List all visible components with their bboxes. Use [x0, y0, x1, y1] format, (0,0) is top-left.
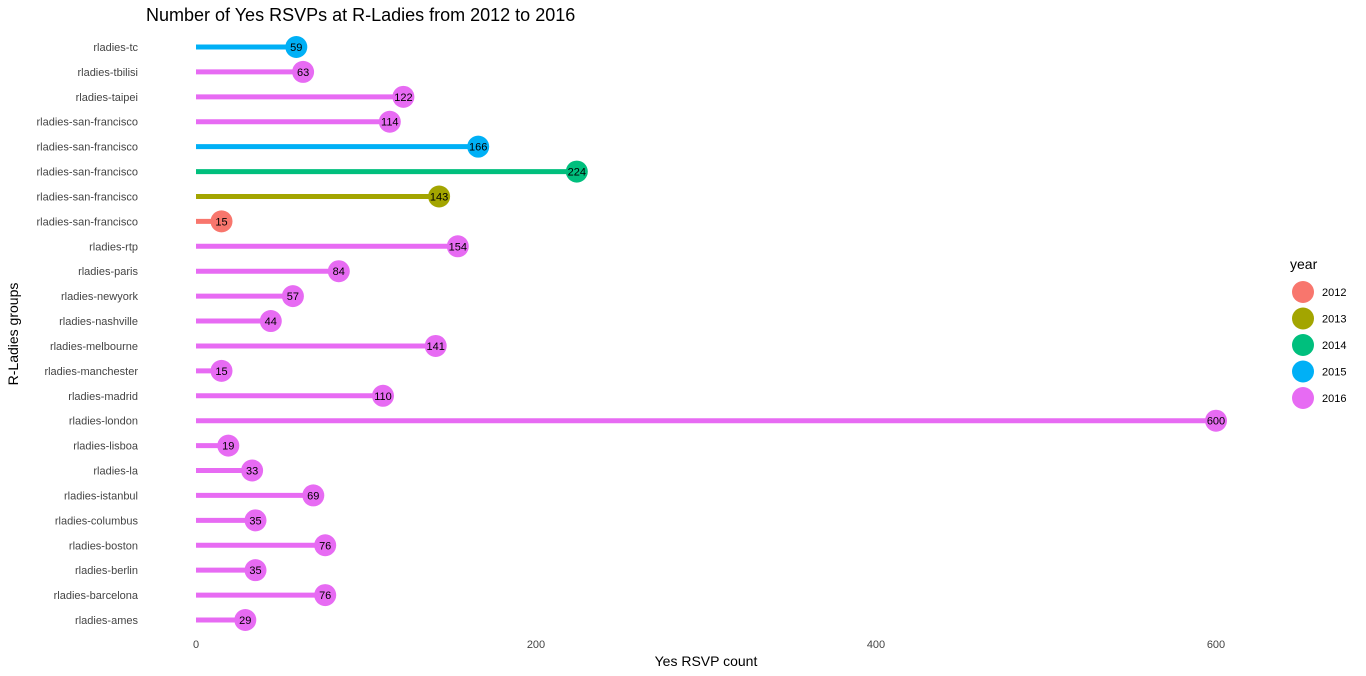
y-tick-label: rladies-paris: [78, 266, 138, 278]
y-tick-label: rladies-madrid: [68, 391, 138, 403]
legend-label: 2016: [1322, 393, 1346, 405]
y-tick-label: rladies-lisboa: [73, 441, 139, 453]
lollipop-head: [327, 260, 350, 283]
lollipop-head: [241, 459, 264, 482]
data-labels: 59 63 122 114 166 224 143 15 154 84 57 44 141 15 110 60…: [215, 42, 1225, 627]
y-tick-label: rladies-san-francisco: [37, 191, 138, 203]
y-tick-label: rladies-tbilisi: [77, 67, 138, 79]
y-tick-label: rladies-san-francisco: [37, 117, 138, 129]
y-tick-label: rladies-london: [69, 416, 138, 428]
y-tick-label: rladies-san-francisco: [37, 216, 138, 228]
lollipop-head: [565, 160, 588, 183]
x-axis-ticks: 0 200 400 600: [193, 639, 1225, 651]
y-tick-label: rladies-nashville: [59, 316, 138, 328]
x-tick-label: 0: [193, 639, 199, 651]
y-axis-ticks: rladies-tc rladies-tbilisi rladies-taipei r…: [37, 42, 139, 627]
data-label: 143: [430, 191, 448, 203]
data-label: 84: [333, 266, 345, 278]
lollipop-head: [392, 85, 415, 108]
x-tick-label: 200: [527, 639, 545, 651]
lollipop-head: [217, 434, 240, 457]
data-label: 224: [568, 167, 586, 179]
y-axis-title: R-Ladies groups: [5, 283, 21, 386]
y-tick-label: rladies-san-francisco: [37, 167, 138, 179]
data-label: 69: [307, 490, 319, 502]
lollipop-head: [244, 559, 267, 582]
x-axis-title: Yes RSVP count: [655, 653, 758, 669]
lollipop-head: [302, 484, 325, 507]
data-label: 110: [374, 391, 392, 403]
y-tick-label: rladies-boston: [69, 540, 138, 552]
lollipop-head: [234, 608, 257, 631]
x-tick-label: 400: [867, 639, 885, 651]
data-label: 15: [215, 216, 227, 228]
lollipop-head: [314, 534, 337, 557]
lollipop-head: [281, 285, 304, 308]
legend-key: [1292, 307, 1314, 330]
legend-key: [1292, 281, 1314, 303]
legend-label: 2012: [1322, 287, 1346, 299]
data-label: 57: [287, 291, 299, 303]
legend-label: 2015: [1322, 367, 1346, 379]
y-tick-label: rladies-rtp: [89, 241, 138, 253]
x-tick-label: 600: [1207, 639, 1225, 651]
lollipop-stems: [196, 44, 1216, 623]
lollipop-head: [467, 135, 490, 158]
data-label: 35: [249, 565, 261, 577]
y-tick-label: rladies-barcelona: [54, 590, 139, 602]
y-tick-label: rladies-manchester: [44, 366, 138, 378]
lollipop-head: [314, 584, 337, 607]
data-label: 59: [290, 42, 302, 54]
lollipop-head: [244, 509, 267, 532]
data-label: 114: [381, 117, 399, 129]
lollipop-head: [424, 334, 447, 357]
lollipop-head: [285, 36, 308, 58]
data-label: 29: [239, 615, 251, 627]
data-label: 166: [469, 142, 487, 154]
y-tick-label: rladies-istanbul: [64, 490, 138, 502]
data-label: 141: [427, 341, 445, 353]
y-tick-label: rladies-ames: [75, 615, 138, 627]
data-label: 154: [449, 241, 467, 253]
data-label: 44: [265, 316, 277, 328]
data-label: 600: [1207, 416, 1225, 428]
chart-title: Number of Yes RSVPs at R-Ladies from 201…: [146, 5, 575, 25]
y-tick-label: rladies-berlin: [75, 565, 138, 577]
data-label: 122: [394, 92, 412, 104]
lollipop-head: [210, 210, 233, 233]
legend: year 2012 2013 2014 2015 2016: [1290, 256, 1346, 409]
y-tick-label: rladies-columbus: [55, 515, 139, 527]
y-tick-label: rladies-newyork: [61, 291, 139, 303]
y-tick-label: rladies-la: [93, 466, 139, 478]
lollipop-head: [292, 60, 315, 83]
legend-key: [1292, 360, 1314, 383]
lollipop-heads: [210, 36, 1227, 631]
data-label: 63: [297, 67, 309, 79]
lollipop-head: [1205, 409, 1227, 432]
lollipop-head: [446, 235, 469, 258]
y-tick-label: rladies-san-francisco: [37, 142, 138, 154]
data-label: 76: [319, 540, 331, 552]
legend-label: 2013: [1322, 314, 1346, 326]
lollipop-head: [428, 185, 451, 208]
data-label: 15: [215, 366, 227, 378]
lollipop-head: [210, 359, 233, 382]
y-tick-label: rladies-melbourne: [50, 341, 138, 353]
lollipop-head: [372, 384, 394, 407]
data-label: 33: [246, 466, 258, 478]
legend-title: year: [1290, 256, 1318, 272]
lollipop-head: [378, 110, 401, 133]
data-label: 35: [249, 515, 261, 527]
y-tick-label: rladies-taipei: [76, 92, 138, 104]
legend-key: [1292, 387, 1314, 409]
legend-label: 2014: [1322, 340, 1346, 352]
lollipop-head: [259, 310, 282, 333]
data-label: 76: [319, 590, 331, 602]
legend-key: [1292, 334, 1314, 356]
y-tick-label: rladies-tc: [93, 42, 138, 54]
data-label: 19: [222, 441, 234, 453]
